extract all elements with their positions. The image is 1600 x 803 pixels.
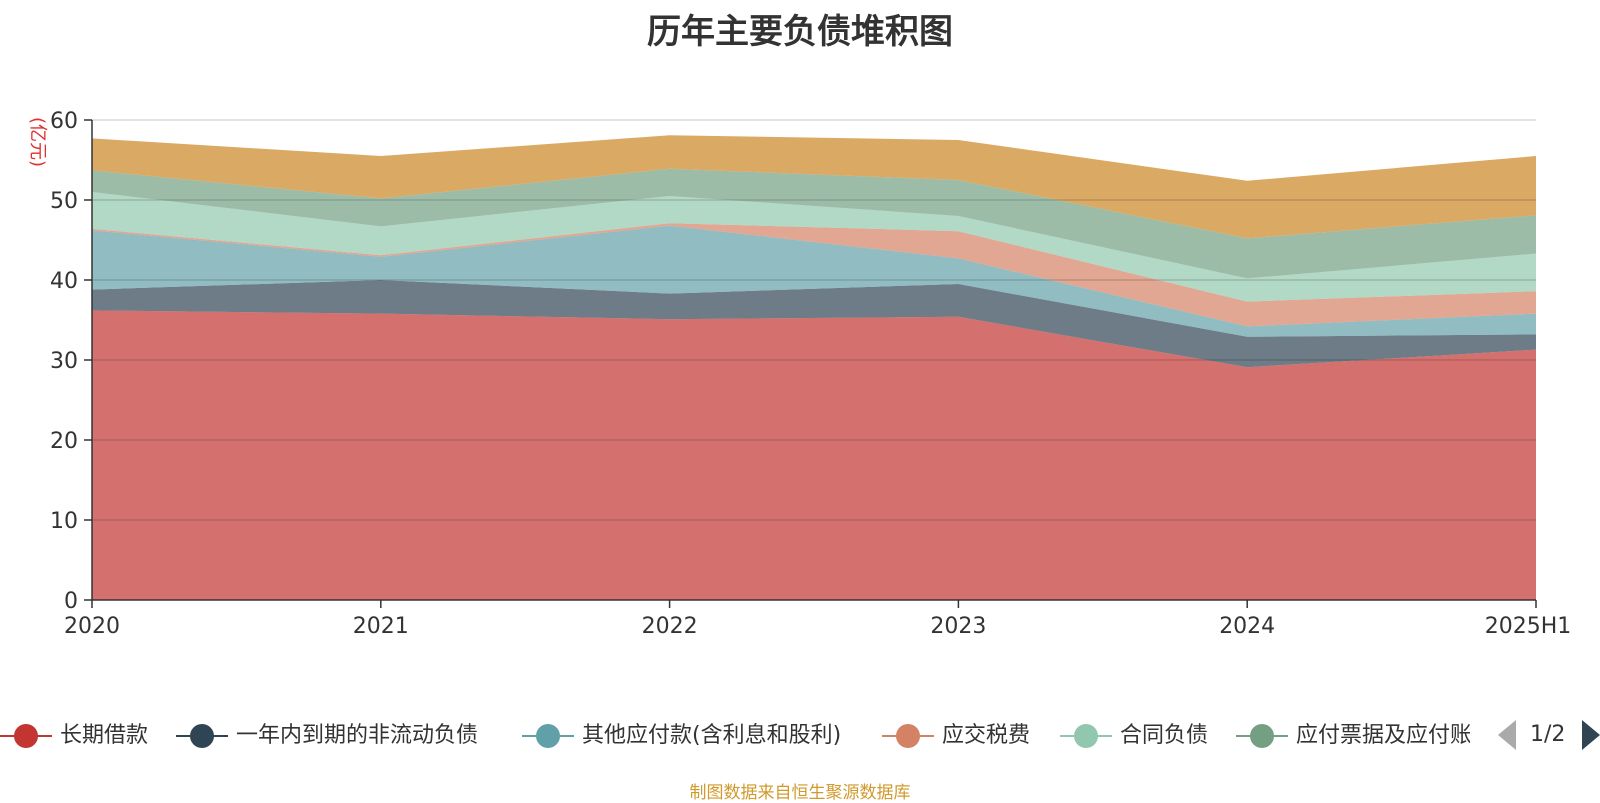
legend-marker-icon bbox=[882, 718, 934, 754]
legend-label: 应付票据及应付账款 bbox=[1296, 723, 1470, 748]
area-series-1 bbox=[92, 280, 1536, 368]
grid-lines bbox=[92, 119, 1536, 521]
x-tick-label: 2024 bbox=[1219, 614, 1275, 639]
legend-label: 一年内到期的非流动负债 bbox=[236, 723, 479, 748]
x-tick-label: 2023 bbox=[930, 614, 986, 639]
x-tick-label: 2022 bbox=[642, 614, 698, 639]
legend-label: 合同负债 bbox=[1120, 723, 1209, 748]
x-tick-label: 2025H1 bbox=[1485, 614, 1572, 639]
legend-label: 其他应付款(含利息和股利) bbox=[582, 723, 842, 748]
area-series-2 bbox=[92, 225, 1536, 337]
legend-prev-page-arrow-icon[interactable] bbox=[1498, 720, 1516, 750]
y-tick-label: 40 bbox=[50, 269, 78, 294]
y-tick-label: 30 bbox=[50, 349, 78, 374]
axes: 0 10 20 30 40 50 60 2020 2021 2022 2023 2024 2025H1 bbox=[50, 109, 1571, 639]
legend-marker-icon bbox=[1060, 718, 1112, 754]
area-layer bbox=[92, 135, 1536, 600]
legend-marker-icon bbox=[1236, 718, 1288, 754]
legend: 长期借款 一年内到期的非流动负债 其他应付款(含利息和股利) 应交税费 合同负债 应付票据… bbox=[0, 718, 1470, 754]
area-series-4 bbox=[92, 192, 1536, 302]
source-note: 制图数据来自恒生聚源数据库 bbox=[689, 783, 911, 803]
area-series-5 bbox=[92, 168, 1536, 279]
area-series-6 bbox=[92, 135, 1536, 239]
y-tick-label: 60 bbox=[50, 109, 78, 134]
y-tick-label: 0 bbox=[64, 589, 78, 614]
x-tick-label: 2020 bbox=[64, 614, 120, 639]
legend-marker-icon bbox=[0, 718, 52, 754]
y-axis-label: (亿元) bbox=[27, 117, 48, 167]
y-tick-label: 20 bbox=[50, 429, 78, 454]
area-series-0 bbox=[92, 310, 1536, 600]
legend-marker-icon bbox=[522, 718, 574, 754]
legend-marker-icon bbox=[176, 718, 228, 754]
legend-label: 应交税费 bbox=[942, 723, 1031, 748]
y-tick-label: 50 bbox=[50, 189, 78, 214]
chart-title: 历年主要负债堆积图 bbox=[647, 12, 953, 52]
y-tick-label: 10 bbox=[50, 509, 78, 534]
area-series-3 bbox=[92, 223, 1536, 327]
legend-next-page-arrow-icon[interactable] bbox=[1582, 720, 1600, 750]
legend-page-indicator: 1/2 bbox=[1530, 722, 1566, 747]
legend-label: 长期借款 bbox=[60, 723, 149, 748]
x-tick-label: 2021 bbox=[353, 614, 409, 639]
